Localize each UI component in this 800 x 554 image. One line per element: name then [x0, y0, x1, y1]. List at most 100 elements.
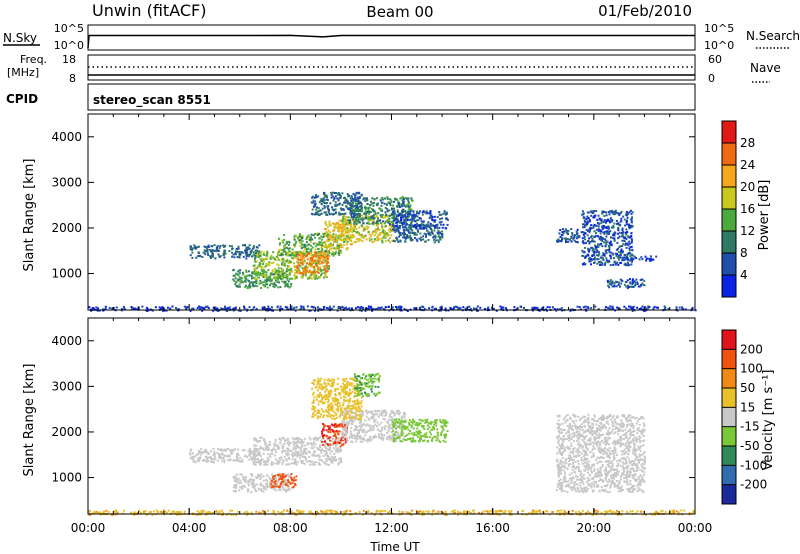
noise-panel-frame: [87, 24, 696, 51]
data-point: [285, 276, 288, 279]
data-point: [246, 455, 249, 458]
data-point: [262, 284, 265, 286]
data-point: [321, 444, 324, 446]
data-point: [604, 221, 607, 224]
data-point: [560, 307, 563, 310]
data-point: [364, 424, 367, 427]
data-point: [283, 459, 285, 462]
data-point: [364, 199, 367, 202]
data-point: [438, 226, 441, 229]
data-point: [309, 240, 312, 243]
data-point: [354, 196, 356, 199]
data-point: [213, 452, 216, 455]
data-point: [538, 309, 541, 312]
data-point: [204, 455, 207, 458]
data-point: [630, 213, 633, 216]
data-point: [331, 253, 333, 256]
data-point: [389, 419, 392, 421]
data-point: [279, 275, 282, 278]
data-point: [312, 199, 315, 202]
data-point: [567, 232, 569, 235]
data-point: [351, 433, 353, 436]
data-point: [286, 484, 289, 487]
data-point: [403, 231, 406, 234]
data-point: [349, 205, 352, 208]
data-point: [293, 438, 296, 441]
data-point: [319, 266, 322, 269]
data-point: [354, 425, 357, 427]
data-point: [625, 285, 628, 288]
data-point: [286, 254, 289, 257]
data-point: [162, 309, 164, 312]
data-point: [276, 275, 279, 278]
data-point: [314, 211, 317, 214]
data-point: [245, 257, 248, 260]
data-point: [312, 255, 315, 257]
data-point: [435, 307, 437, 310]
data-point: [295, 450, 297, 453]
data-point: [277, 270, 280, 272]
noise-panel: N.Sky 10^5 10^0 10^5 10^0 N.Search: [3, 22, 800, 52]
data-point: [337, 450, 339, 453]
data-point: [317, 207, 320, 210]
data-point: [209, 455, 212, 458]
data-point: [325, 262, 328, 265]
data-point: [204, 305, 207, 308]
data-point: [382, 236, 385, 239]
data-point: [258, 475, 261, 477]
data-point: [322, 245, 325, 248]
data-point: [262, 271, 265, 274]
data-point: [607, 225, 610, 228]
data-point: [354, 212, 357, 215]
data-point: [289, 247, 292, 250]
data-point: [337, 458, 340, 461]
data-point: [273, 273, 276, 276]
data-point: [273, 444, 276, 447]
data-point: [301, 461, 304, 464]
data-point: [270, 479, 273, 482]
data-point: [427, 239, 430, 241]
data-point: [328, 305, 331, 308]
data-point: [369, 410, 372, 413]
data-point: [361, 441, 363, 443]
data-point: [220, 449, 223, 452]
data-point: [316, 206, 318, 209]
data-point: [347, 236, 350, 239]
data-point: [626, 252, 629, 255]
data-point: [339, 404, 341, 407]
data-point: [398, 424, 401, 427]
data-point: [321, 255, 324, 257]
data-point: [266, 446, 269, 449]
data-point: [595, 251, 598, 254]
noise-right-tick-top: 10^5: [704, 22, 734, 35]
data-point: [621, 227, 624, 230]
data-point: [256, 265, 259, 268]
data-point: [282, 482, 285, 485]
data-point: [332, 195, 335, 198]
data-point: [293, 254, 296, 257]
data-point: [405, 229, 408, 232]
data-point: [620, 279, 623, 282]
data-point: [321, 430, 323, 433]
data-point: [313, 441, 315, 444]
data-point: [286, 450, 289, 453]
data-point: [217, 448, 220, 451]
data-point: [412, 232, 415, 234]
data-point: [358, 201, 361, 204]
data-point: [439, 231, 441, 234]
data-point: [270, 306, 273, 309]
data-point: [291, 248, 294, 251]
data-point: [341, 212, 344, 215]
data-point: [265, 479, 268, 481]
data-point: [271, 450, 274, 453]
data-point: [329, 307, 331, 310]
data-point: [256, 476, 259, 479]
data-point: [320, 274, 322, 277]
data-point: [285, 240, 288, 243]
data-point: [365, 415, 368, 418]
data-point: [376, 203, 379, 206]
data-point: [281, 249, 284, 251]
data-point: [401, 222, 404, 225]
data-point: [246, 287, 249, 290]
data-point: [281, 444, 284, 447]
